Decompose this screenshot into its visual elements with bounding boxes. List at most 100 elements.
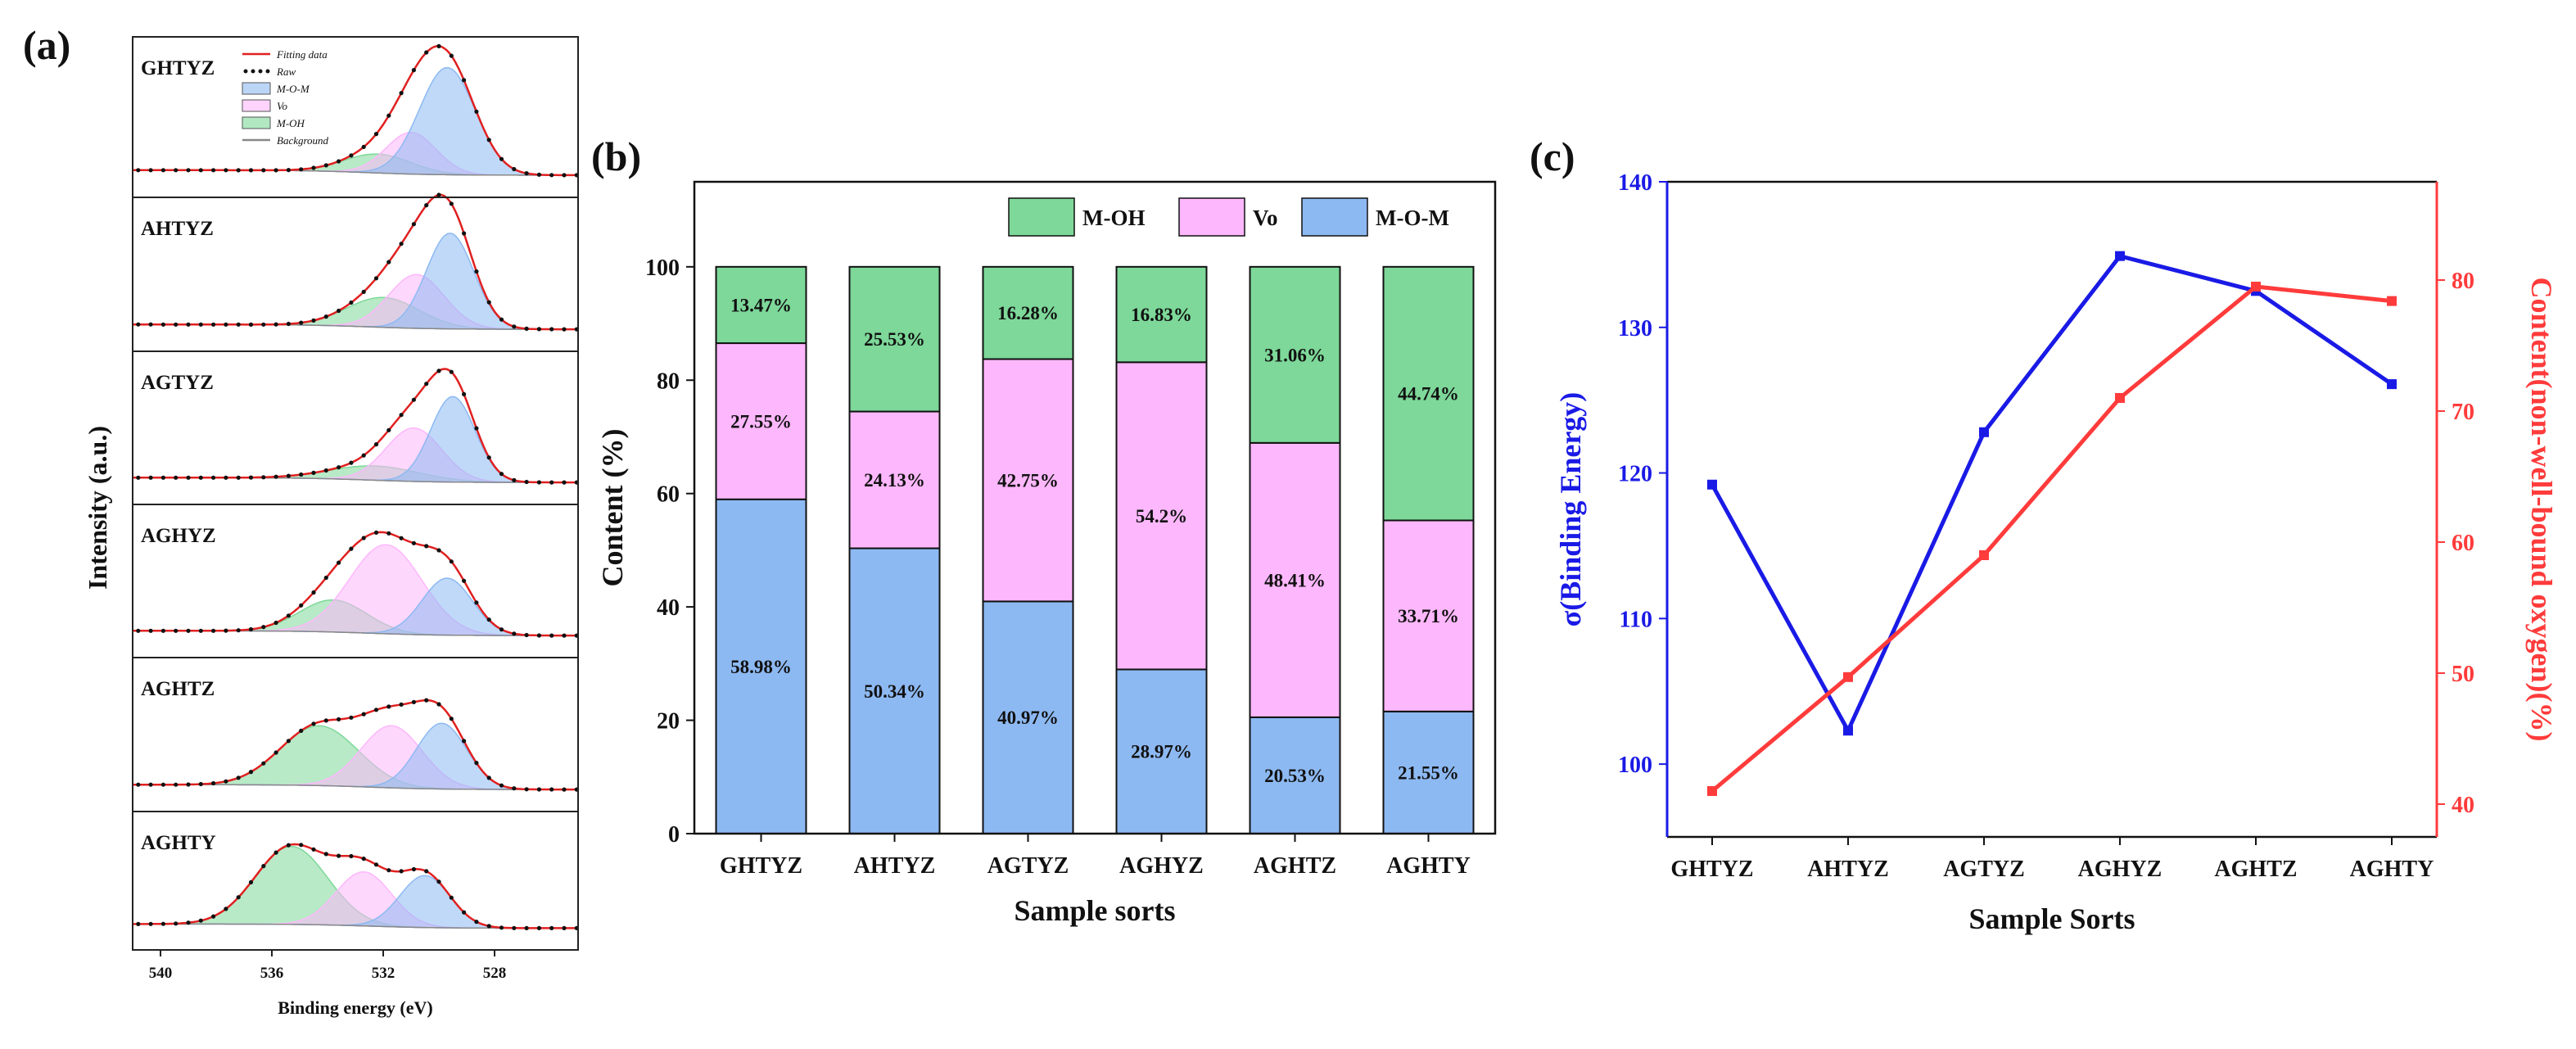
xps-raw-point xyxy=(299,320,304,325)
xps-raw-point xyxy=(273,322,278,327)
bar-data-label: 33.71% xyxy=(1398,606,1459,626)
xps-raw-point xyxy=(286,168,291,173)
xps-raw-point xyxy=(136,782,141,787)
xps-raw-point xyxy=(449,53,454,58)
line-x-tick-label: GHTYZ xyxy=(1670,857,1753,882)
xps-raw-point xyxy=(349,460,354,465)
bar-data-label: 48.41% xyxy=(1264,570,1326,590)
bar-m-oh-ahtyz xyxy=(848,265,941,413)
xps-raw-point xyxy=(562,480,567,485)
xps-raw-point xyxy=(486,455,491,460)
xps-raw-point xyxy=(286,613,291,618)
series-marker-content xyxy=(1979,550,1989,560)
xps-raw-point xyxy=(236,322,241,327)
xps-raw-point xyxy=(399,91,404,96)
xps-fit-aghty xyxy=(133,843,579,929)
xps-raw-point xyxy=(512,925,517,930)
xps-raw-point xyxy=(499,925,504,930)
xps-raw-point xyxy=(224,779,228,784)
bar-plot-frame xyxy=(693,180,1497,835)
bar-vo-aghyz xyxy=(1115,361,1208,671)
xps-spectra-group: GHTYZ AHTYZ AGTYZ AGHYZ AGHTZ AGHTY 540 536 532 5… xyxy=(83,36,579,1018)
xps-raw-point xyxy=(323,718,328,723)
bar-m-oh-aghty xyxy=(1382,265,1475,522)
xps-panel-name: AHTYZ xyxy=(141,218,214,240)
xps-raw-point xyxy=(148,782,153,787)
xps-raw-point xyxy=(462,391,467,396)
line-x-tick-label: AGTYZ xyxy=(1943,857,2025,882)
bar-y-tick-label: 40 xyxy=(657,595,680,621)
series-marker-sigma xyxy=(1843,726,1853,736)
xps-raw-point xyxy=(361,712,366,717)
xps-legend-label: M-O-M xyxy=(276,83,310,95)
xps-raw-point xyxy=(248,322,254,327)
series-marker-sigma xyxy=(2387,379,2397,390)
xps-raw-point xyxy=(486,924,491,929)
left-y-tick-label: 110 xyxy=(1620,607,1652,632)
xps-raw-point xyxy=(311,165,316,170)
xps-raw-point xyxy=(261,168,266,173)
bar-x-tick-label: AGHTY xyxy=(1386,853,1471,879)
xps-raw-point xyxy=(399,702,404,708)
xps-raw-point xyxy=(198,918,203,923)
xps-x-tick-label: 540 xyxy=(149,965,173,982)
xps-raw-point xyxy=(261,761,266,766)
bar-legend-label: Vo xyxy=(1253,206,1278,230)
line-x-tick-label: AGHYZ xyxy=(2078,857,2162,882)
xps-raw-point xyxy=(449,369,454,374)
xps-raw-point xyxy=(549,327,554,332)
bar-vo-ahtyz xyxy=(848,410,941,549)
xps-raw-point xyxy=(349,715,354,720)
xps-raw-point xyxy=(211,914,216,919)
bar-legend-swatch-vo xyxy=(1178,197,1245,237)
xps-raw-point xyxy=(337,560,341,565)
xps-fit-ahtyz xyxy=(133,193,578,331)
xps-fit-aghyz xyxy=(133,531,578,637)
xps-raw-point xyxy=(486,775,491,780)
bar-data-label: 20.53% xyxy=(1264,766,1326,786)
panel-a-label: (a) xyxy=(23,22,70,68)
xps-raw-point xyxy=(248,168,254,173)
xps-raw-point xyxy=(186,628,191,633)
xps-raw-point xyxy=(549,925,554,930)
xps-raw-point xyxy=(148,322,153,327)
xps-raw-point xyxy=(174,168,179,173)
xps-raw-point xyxy=(186,920,191,925)
bar-x-tick-label: AGHTZ xyxy=(1254,853,1336,879)
xps-raw-point xyxy=(337,465,341,470)
xps-raw-point xyxy=(211,780,216,786)
xps-raw-point xyxy=(512,324,517,329)
bar-y-tick-label: 100 xyxy=(645,255,680,281)
xps-raw-point xyxy=(562,787,567,792)
bar-data-label: 16.83% xyxy=(1131,305,1192,325)
xps-raw-point xyxy=(224,907,228,911)
xps-raw-point xyxy=(562,173,567,178)
xps-raw-point xyxy=(361,453,366,458)
xps-legend-swatch xyxy=(243,69,248,74)
right-y-axis-title: Content(non-well-bound oxygen)(%) xyxy=(2525,277,2558,741)
xps-raw-point xyxy=(462,231,467,236)
xps-legend: Fitting data Raw M-O-M Vo M-OH Background xyxy=(242,48,329,147)
xps-raw-point xyxy=(186,782,191,787)
bar-legend-label: M-OH xyxy=(1082,206,1145,230)
xps-raw-point xyxy=(136,475,141,480)
xps-raw-point xyxy=(424,698,429,703)
xps-raw-point xyxy=(211,475,216,480)
left-y-tick-label: 130 xyxy=(1618,316,1652,341)
xps-legend-swatch xyxy=(265,69,270,74)
right-y-tick-label: 60 xyxy=(2452,531,2474,556)
series-marker-sigma xyxy=(1979,427,1989,437)
xps-raw-point xyxy=(361,857,366,861)
xps-raw-point xyxy=(462,578,467,583)
bar-m-oh-agtyz xyxy=(982,265,1074,360)
xps-raw-point xyxy=(436,702,441,707)
xps-raw-point xyxy=(261,864,266,869)
xps-raw-point xyxy=(474,761,479,766)
bar-data-label: 31.06% xyxy=(1264,345,1326,365)
xps-raw-point xyxy=(211,168,216,173)
bar-data-label: 54.2% xyxy=(1136,506,1187,527)
xps-raw-point xyxy=(273,850,278,855)
xps-raw-point xyxy=(386,427,391,432)
xps-raw-point xyxy=(248,770,254,775)
xps-raw-point xyxy=(486,138,491,142)
